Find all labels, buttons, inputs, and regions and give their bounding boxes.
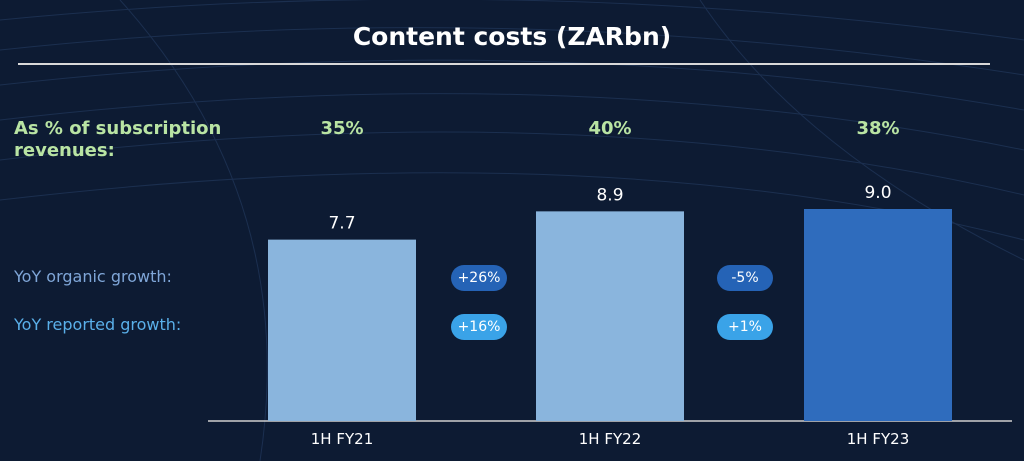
reported-growth-label: YoY reported growth: — [14, 315, 182, 334]
bar-1h-fy21 — [268, 239, 416, 421]
data-label: 8.9 — [596, 185, 623, 205]
reported-growth-pill-fy22: +16% — [451, 314, 507, 340]
subscription-pct-label: As % of subscription revenues: — [14, 118, 222, 161]
bar-1h-fy22 — [536, 211, 684, 421]
x-tick-label: 1H FY22 — [579, 430, 641, 448]
reported-growth-pill-fy23: +1% — [717, 314, 773, 340]
organic-growth-label: YoY organic growth: — [14, 267, 172, 286]
organic-growth-pill-fy22: +26% — [451, 265, 507, 291]
data-label: 9.0 — [864, 183, 891, 203]
subscription-pct-fy21: 35% — [320, 118, 364, 139]
organic-growth-pill-fy23: -5% — [717, 265, 773, 291]
title-divider — [18, 63, 990, 65]
x-tick-label: 1H FY23 — [847, 430, 909, 448]
subscription-pct-fy22: 40% — [588, 118, 632, 139]
subscription-pct-fy23: 38% — [856, 118, 900, 139]
data-label: 7.7 — [328, 214, 355, 234]
bar-1h-fy23 — [804, 209, 952, 421]
chart-title: Content costs (ZARbn) — [352, 22, 672, 51]
x-tick-label: 1H FY21 — [311, 430, 373, 448]
